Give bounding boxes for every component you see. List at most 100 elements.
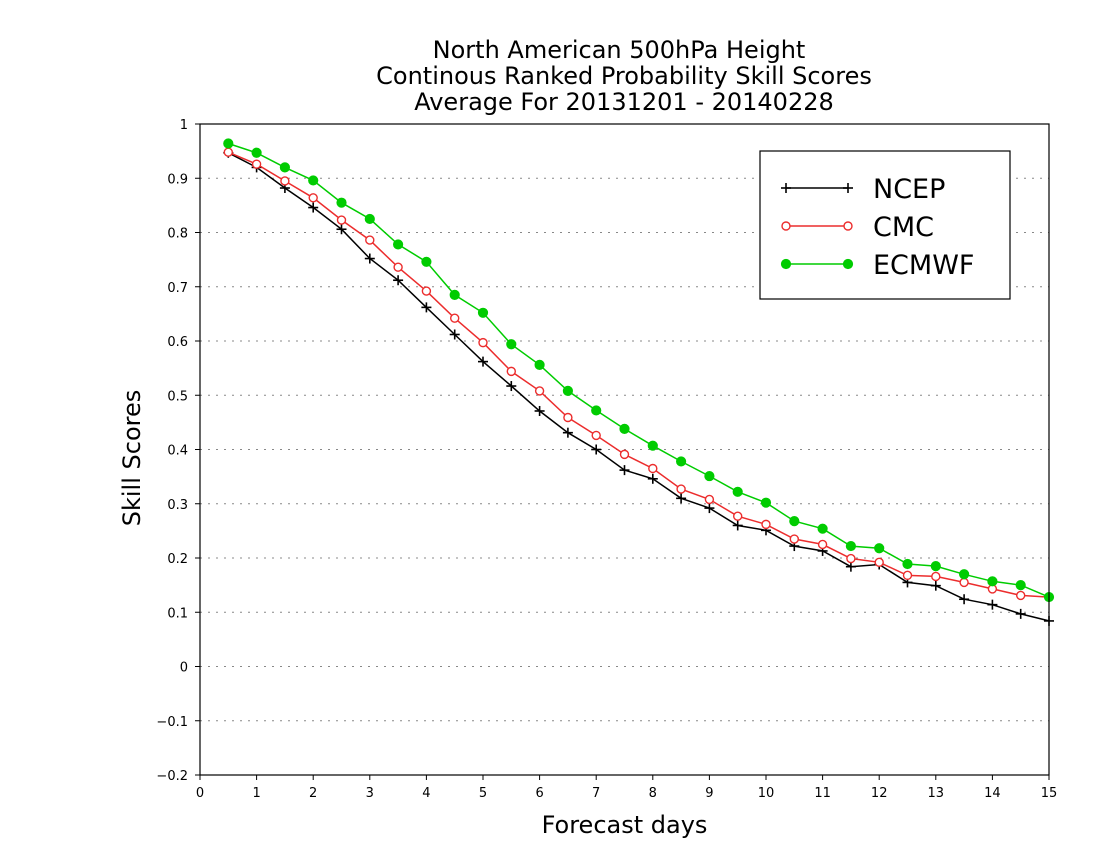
legend-cmc-point (781, 221, 791, 231)
ecmwf-point (959, 569, 970, 580)
cmc-line (228, 151, 1050, 598)
ecmwf-point (704, 470, 715, 482)
legend-label-ncep: NCEP (873, 174, 945, 205)
ecmwf-point (534, 359, 545, 370)
ncep-point (987, 599, 998, 610)
ecmwf-point (817, 523, 828, 534)
y-tick-label: 0.4 (167, 444, 188, 459)
ecmwf-point (308, 175, 319, 186)
cmc-point (308, 193, 318, 203)
x-tick-label: 1 (252, 786, 260, 801)
cmc-point (1016, 590, 1026, 601)
cmc-point (846, 553, 856, 564)
ncep-point (1015, 608, 1026, 619)
x-tick-label: 2 (309, 786, 317, 801)
legend-ncep-point (843, 183, 853, 193)
cmc-point (365, 235, 375, 245)
ecmwf-point (732, 486, 743, 497)
cmc-point (959, 577, 969, 588)
cmc-point (733, 511, 743, 521)
ncep-point (930, 580, 941, 591)
ncep-point (704, 503, 715, 514)
plot-series (223, 138, 1055, 626)
ncep-point (393, 275, 404, 286)
legend-cmc-point (843, 221, 853, 231)
chart-title: North American 500hPa Height Continous R… (376, 36, 872, 116)
ecmwf-point (845, 540, 857, 552)
ecmwf-point (251, 147, 262, 158)
cmc-point (874, 557, 884, 568)
y-tick-label: −0.1 (156, 715, 188, 730)
ncep-point (478, 356, 488, 367)
cmc-point (280, 176, 290, 186)
ecmwf-point (506, 339, 517, 350)
cmc-point (563, 412, 573, 423)
y-axis-label: Skill Scores (118, 390, 146, 527)
legend-label-cmc: CMC (873, 212, 934, 243)
legend-box (759, 150, 1011, 300)
cmc-point (506, 366, 516, 377)
ncep-point (959, 594, 970, 605)
legend-item-cmc: CMC (781, 212, 934, 243)
y-tick-label: 0.5 (167, 389, 188, 404)
ncep-point (562, 427, 573, 438)
ecmwf-point (619, 423, 630, 434)
x-tick-label: 11 (814, 786, 831, 801)
x-tick-label: 3 (366, 786, 374, 801)
ncep-point (336, 224, 347, 235)
ecmwf-point (364, 213, 375, 225)
ncep-point (619, 465, 630, 476)
ecmwf-series (223, 138, 1055, 603)
x-tick-label: 9 (705, 786, 713, 801)
ecmwf-point (676, 456, 687, 467)
ncep-point (506, 381, 517, 392)
ncep-point (845, 561, 856, 572)
cmc-point (336, 215, 347, 225)
chart-title-line-3: Average For 20131201 - 20140228 (414, 88, 834, 116)
ncep-point (591, 444, 602, 455)
legend-ecmwf-point (842, 258, 854, 270)
cmc-point (676, 484, 686, 494)
legend: NCEP CMC ECMWF (759, 150, 1011, 300)
ecmwf-point (393, 239, 404, 250)
cmc-point (251, 159, 262, 169)
cmc-point (534, 386, 545, 396)
x-tick-label: 10 (758, 786, 775, 801)
cmc-point (421, 286, 432, 296)
cmc-point (704, 494, 715, 505)
ecmwf-point (987, 576, 998, 587)
x-tick-label: 8 (649, 786, 657, 801)
y-tick-label: 0.9 (167, 172, 188, 187)
x-tick-label: 13 (928, 786, 945, 801)
legend-item-ecmwf: ECMWF (780, 250, 974, 281)
ecmwf-point (1015, 580, 1026, 591)
cmc-point (223, 147, 234, 157)
ecmwf-point (562, 385, 574, 397)
ecmwf-point (789, 516, 800, 527)
legend-item-ncep: NCEP (781, 174, 945, 205)
cmc-point (591, 430, 601, 441)
ecmwf-point (902, 558, 913, 570)
cmc-point (931, 571, 941, 582)
x-tick-label: 4 (422, 786, 430, 801)
y-tick-label: 0.1 (167, 606, 188, 621)
legend-label-ecmwf: ECMWF (873, 250, 974, 281)
ecmwf-point (874, 543, 885, 554)
legend-ecmwf-point (780, 258, 792, 270)
plot-frame (199, 123, 1050, 776)
ncep-point (676, 493, 687, 504)
ecmwf-point (336, 197, 347, 208)
x-tick-label: 0 (196, 786, 204, 801)
ncep-point (449, 329, 460, 340)
y-tick-label: 0 (180, 661, 188, 676)
cmc-point (761, 519, 771, 530)
x-axis-label: Forecast days (542, 811, 708, 839)
cmc-point (478, 337, 488, 348)
ecmwf-point (760, 497, 772, 508)
x-tick-label: 12 (871, 786, 888, 801)
ecmwf-point (647, 440, 658, 451)
ecmwf-point (477, 307, 489, 318)
ecmwf-point (279, 162, 290, 173)
ecmwf-point (421, 256, 432, 267)
